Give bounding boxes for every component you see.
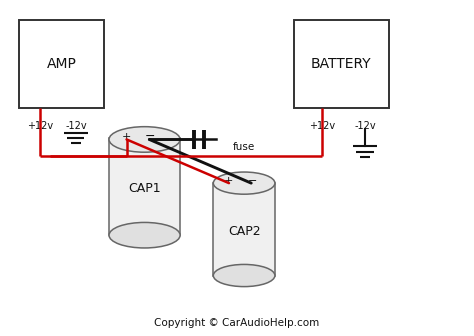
Text: CAP2: CAP2	[228, 225, 260, 238]
Ellipse shape	[213, 172, 275, 194]
Text: CAP1: CAP1	[128, 182, 161, 195]
Text: −: −	[145, 130, 155, 143]
Text: +12v: +12v	[27, 121, 54, 131]
Ellipse shape	[213, 264, 275, 287]
Text: +: +	[224, 176, 234, 186]
Bar	[19, 20, 104, 108]
Text: AMP: AMP	[46, 57, 77, 71]
Text: +12v: +12v	[309, 121, 336, 131]
Text: Copyright © CarAudioHelp.com: Copyright © CarAudioHelp.com	[155, 318, 319, 328]
Text: +: +	[122, 132, 131, 142]
Bar	[213, 183, 275, 276]
Ellipse shape	[109, 127, 180, 152]
Text: BATTERY: BATTERY	[311, 57, 372, 71]
Text: −: −	[248, 176, 257, 186]
Text: -12v: -12v	[354, 121, 376, 131]
Ellipse shape	[109, 222, 180, 248]
Text: -12v: -12v	[65, 121, 87, 131]
Bar	[109, 138, 180, 235]
Text: fuse: fuse	[232, 142, 255, 152]
Bar	[294, 20, 389, 108]
